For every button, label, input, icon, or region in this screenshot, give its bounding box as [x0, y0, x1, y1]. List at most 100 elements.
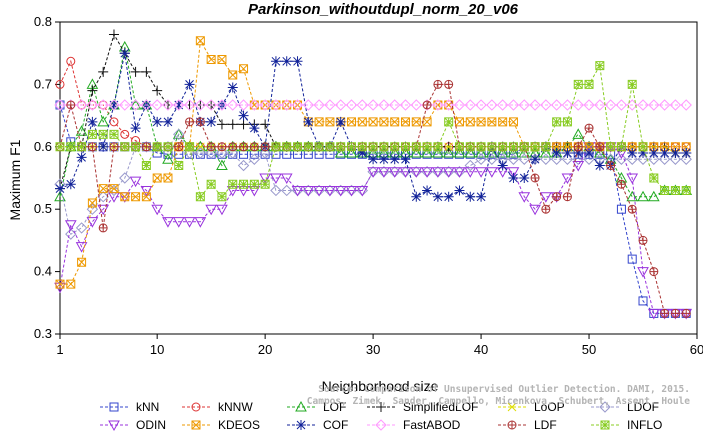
point-fastabod — [615, 99, 628, 111]
point-ldof — [540, 153, 552, 165]
point-lof — [647, 190, 660, 202]
legend-marker — [191, 420, 201, 430]
point-odin — [518, 192, 531, 203]
point-simplifiedlof — [260, 119, 271, 130]
point-inflo — [357, 142, 367, 152]
point-lof — [216, 159, 228, 171]
point-cof — [87, 116, 98, 127]
point-cof — [270, 56, 281, 67]
point-odin — [572, 161, 585, 172]
point-odin — [421, 167, 433, 178]
point-lof — [593, 147, 606, 158]
legend-item-ldf: LDF — [498, 418, 557, 432]
point-fastabod — [399, 99, 412, 111]
point-ldof — [270, 184, 282, 197]
point-fastabod — [626, 99, 638, 111]
point-inflo — [336, 142, 346, 152]
point-kdeos — [508, 117, 518, 127]
point-ldf — [541, 204, 551, 214]
point-cof — [55, 183, 65, 194]
point-odin — [529, 204, 541, 216]
point-cof — [627, 148, 638, 159]
point-inflo — [476, 142, 486, 152]
point-kdeos — [87, 198, 97, 208]
point-cof — [573, 148, 584, 159]
series-inflo — [55, 61, 691, 202]
point-fastabod — [637, 99, 649, 111]
legend-item-odin: ODIN — [100, 418, 166, 432]
point-fastabod — [108, 99, 120, 111]
point-odin — [432, 167, 444, 178]
point-fastabod — [54, 99, 66, 111]
point-cof — [281, 56, 292, 67]
series-group — [54, 29, 693, 320]
point-fastabod — [367, 99, 379, 111]
point-inflo — [465, 142, 475, 152]
point-kdeos — [228, 70, 238, 80]
legend-label: FastABOD — [403, 418, 461, 432]
point-kdeos — [131, 192, 141, 202]
point-cof — [249, 123, 260, 134]
point-lof — [637, 190, 649, 202]
point-lof — [539, 147, 552, 158]
point-cof — [584, 148, 595, 159]
point-fastabod — [140, 99, 153, 111]
point-cof — [335, 116, 346, 127]
point-fastabod — [680, 99, 692, 111]
point-ldof — [194, 147, 207, 159]
point-kdeos — [454, 117, 464, 127]
point-cof — [76, 152, 87, 163]
point-inflo — [552, 117, 562, 127]
point-ldof — [119, 172, 131, 184]
point-ldf — [616, 179, 626, 189]
point-loop — [196, 142, 205, 152]
y-tick-label: 0.8 — [34, 14, 52, 29]
point-knn — [638, 296, 648, 306]
legend-label: SimplifiedLOF — [403, 400, 478, 414]
point-kdeos — [206, 54, 216, 64]
point-lof — [572, 128, 585, 139]
point-kdeos — [552, 142, 562, 152]
point-ldf — [444, 79, 454, 89]
point-ldof — [86, 203, 99, 215]
point-ldf — [606, 161, 616, 171]
point-odin — [486, 167, 498, 178]
point-kdeos — [660, 142, 670, 152]
point-ldof — [486, 153, 498, 165]
y-axis-label: Maximum F1 — [7, 139, 23, 220]
point-cof — [206, 116, 217, 127]
point-kdeos — [347, 117, 357, 127]
legend-marker — [296, 420, 306, 430]
point-kdeos — [649, 142, 659, 152]
point-ldof — [615, 153, 628, 165]
point-ldof — [637, 153, 649, 165]
point-ldof — [464, 159, 476, 172]
point-inflo — [303, 142, 313, 152]
point-cof — [238, 110, 249, 121]
point-fastabod — [572, 99, 584, 111]
point-ldf — [584, 123, 594, 133]
point-ldf — [87, 142, 97, 152]
point-inflo — [433, 142, 443, 152]
point-cof — [594, 160, 605, 171]
legend-item-kdeos: KDEOS — [182, 418, 260, 432]
point-cof — [454, 185, 465, 196]
point-cof — [173, 99, 184, 110]
point-kdeos — [109, 184, 119, 194]
point-cof — [400, 154, 411, 165]
point-cof — [519, 173, 530, 183]
legend-label: kNN — [136, 400, 159, 414]
point-cof — [465, 191, 476, 202]
point-kdeos — [77, 257, 87, 267]
watermark-line-1: Source: Comparison of Unsupervised Outli… — [318, 384, 690, 395]
legend-label: ODIN — [136, 418, 166, 432]
point-cof — [659, 148, 670, 159]
point-ldof — [561, 153, 574, 165]
point-knnw — [55, 79, 65, 89]
y-tick-label: 0.3 — [34, 326, 52, 341]
point-odin — [64, 220, 77, 231]
point-odin — [626, 173, 639, 185]
point-kdeos — [368, 117, 378, 127]
point-odin — [388, 167, 401, 178]
point-cof — [432, 191, 443, 202]
